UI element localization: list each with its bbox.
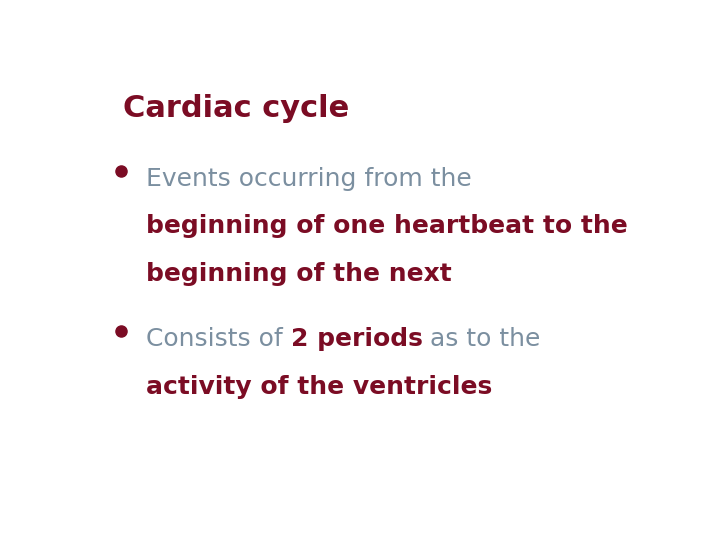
Text: 2 periods: 2 periods: [291, 327, 423, 351]
Text: activity of the ventricles: activity of the ventricles: [145, 375, 492, 399]
Text: Cardiac cycle: Cardiac cycle: [124, 94, 350, 123]
Text: beginning of the next: beginning of the next: [145, 262, 451, 286]
Text: beginning of one heartbeat to the: beginning of one heartbeat to the: [145, 214, 628, 239]
Text: Events occurring from the: Events occurring from the: [145, 167, 472, 191]
Text: Consists of: Consists of: [145, 327, 291, 351]
Text: as to the: as to the: [423, 327, 541, 351]
